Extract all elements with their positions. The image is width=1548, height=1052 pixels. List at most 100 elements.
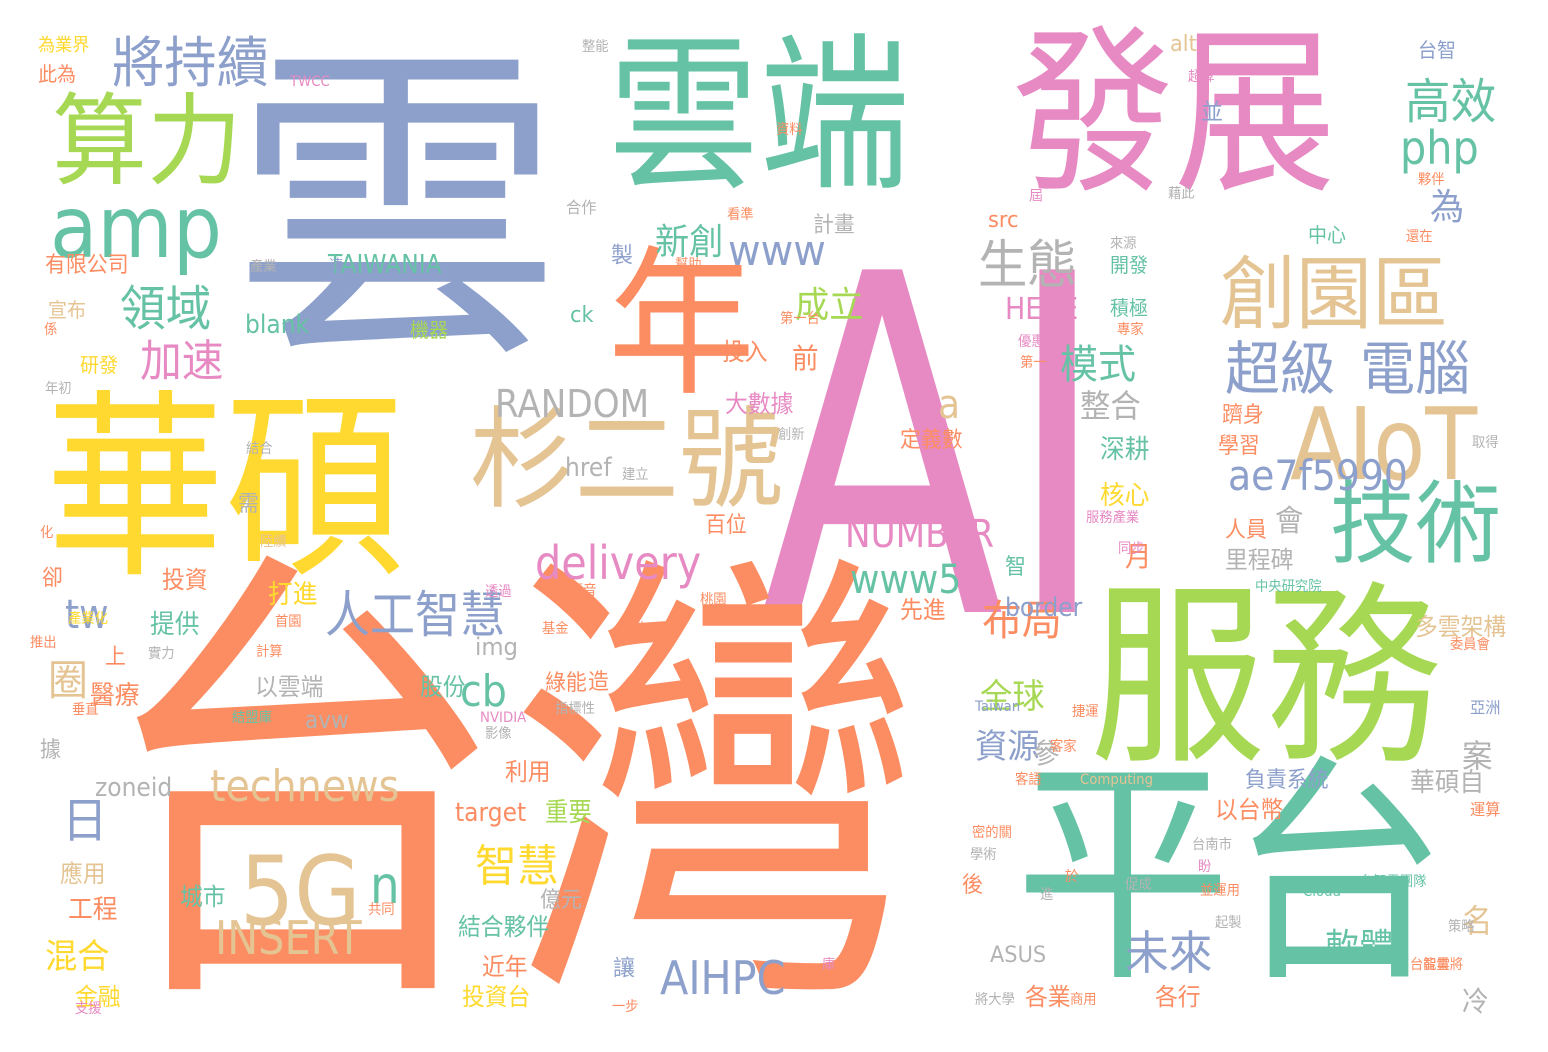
word-cjk-3: 雲端: [608, 18, 911, 214]
word-cjk-156: 桃園: [700, 592, 727, 608]
word-ai: AI: [760, 176, 1110, 723]
word-cjk-112: 會: [1275, 504, 1304, 539]
word-zoneid: zoneid: [95, 773, 173, 803]
word-cjk-27: 加速: [140, 336, 224, 387]
word-cjk-74: 結合夥伴: [458, 913, 550, 941]
word-cjk-181: 進: [1040, 887, 1054, 903]
word-cjk-119: 卻: [42, 566, 63, 591]
word-cjk-96: 研發: [80, 353, 118, 377]
word-cjk-167: 結盟庫: [232, 710, 272, 726]
word-php: php: [1400, 121, 1479, 175]
word-cjk-80: 金融: [75, 983, 121, 1011]
word-cjk-70: 醫療: [90, 681, 140, 711]
word-cjk-120: 需: [238, 492, 259, 517]
word-cjk-79: 工程: [68, 895, 118, 925]
word-cjk-188: 台智雲將: [1410, 957, 1464, 973]
word-cjk-44: 日: [62, 793, 108, 849]
word-cjk-16: 超級: [1225, 335, 1336, 403]
word-avw: avw: [305, 706, 349, 734]
word-insert: INSERT: [215, 911, 362, 965]
word-cjk-11: 技術: [1330, 472, 1501, 577]
word-cjk-49: 整合: [1080, 387, 1141, 425]
word-cjk-39: 成立: [795, 285, 864, 326]
word-cjk-17: 電腦: [1360, 335, 1471, 403]
word-random: RANDOM: [495, 382, 650, 426]
word-cjk-126: 學習: [1218, 434, 1260, 459]
word-cjk-154: 語音: [570, 583, 597, 599]
word-cjk-34: 新創: [655, 222, 724, 263]
word-ck: ck: [570, 303, 594, 328]
word-cjk-100: 計畫: [813, 213, 855, 238]
word-cjk-155: 科技: [620, 621, 647, 637]
word-alt: alt: [1170, 32, 1197, 57]
word-cjk-4: 發展: [1012, 10, 1337, 219]
word-nvidia: NVIDIA: [480, 710, 527, 726]
word-cjk-101: 製: [607, 243, 632, 265]
word-cjk-6: 服務: [1090, 564, 1441, 791]
word-cjk-164: 化: [40, 525, 54, 541]
word-a: a: [938, 382, 961, 428]
word-cjk-131: 資料: [776, 122, 803, 138]
word-cjk-63: 深耕: [1100, 435, 1150, 465]
word-cjk-113: 案: [1462, 737, 1493, 775]
word-computing: Computing: [1080, 772, 1154, 788]
word-cjk-123: 讓: [609, 956, 634, 978]
word-cjk-117: 後: [962, 873, 983, 898]
word-cjk-171: 捷運: [1072, 704, 1099, 720]
word-cjk-189: 庫: [822, 957, 836, 973]
word-cjk-22: 人工智慧: [325, 586, 505, 644]
word-cjk-141: 藉此: [1168, 186, 1195, 202]
word-cjk-185: 台智雲團隊: [1360, 874, 1427, 890]
word-cjk-198: 係: [44, 322, 58, 338]
word-cjk-25: 生態: [978, 236, 1077, 296]
word-delivery: delivery: [535, 536, 702, 590]
word-cjk-139: 優惠: [1018, 334, 1045, 350]
word-cjk-66: 月: [1125, 540, 1152, 573]
word-cjk-183: 並運用: [1200, 883, 1240, 899]
word-cjk-192: 商用: [1070, 992, 1097, 1008]
word-cjk-124: 據: [40, 738, 61, 763]
word-asus: ASUS: [990, 943, 1047, 968]
word-cjk-177: 台南市: [1192, 837, 1232, 853]
word-cjk-135: 速: [327, 257, 343, 271]
word-cjk-97: 此為: [38, 62, 76, 86]
word-cjk-165: 陸續: [260, 534, 287, 550]
word-cjk-103: 中心: [1308, 223, 1346, 247]
word-cjk-129: 運算: [1470, 800, 1501, 819]
word-cjk-90: 億元: [540, 888, 582, 913]
word-cjk-191: 將大學: [975, 992, 1015, 1008]
word-5g: 5G: [240, 837, 361, 947]
word-aiot: AIoT: [1290, 386, 1478, 503]
word-cjk-151: 同步: [1118, 541, 1145, 557]
word-cjk-69: 提供: [150, 610, 200, 640]
word-cb: cb: [460, 666, 507, 717]
word-cjk-28: 高效: [1405, 74, 1497, 130]
word-cjk-87: 各業: [1025, 983, 1071, 1011]
word-cjk-128: 亞洲: [1470, 698, 1501, 717]
word-img: img: [475, 633, 519, 661]
word-cjk-125: 綠能: [545, 671, 587, 696]
word-cjk-91: 利用: [505, 758, 551, 786]
word-cjk-37: 智慧: [475, 841, 559, 892]
word-www5: www5: [850, 557, 962, 603]
word-cjk-9: 杉二號: [470, 396, 784, 524]
word-cjk-175: 中央研究院: [1255, 579, 1322, 595]
word-cjk-163: 產業化: [68, 611, 108, 627]
word-cjk-86: 人員: [1225, 518, 1267, 543]
word-src: src: [988, 208, 1019, 233]
word-cjk-146: 整能: [582, 39, 609, 55]
word-cjk-114: 名: [1462, 902, 1493, 940]
word-target: target: [455, 798, 527, 828]
word-twcc: TWCC: [290, 74, 330, 90]
word-cjk-62: 定義數: [900, 428, 963, 453]
word-cjk-162: 推出: [30, 635, 57, 651]
word-cjk-94: 有限公司: [45, 253, 129, 278]
word-cjk-182: 促成: [1125, 877, 1152, 893]
word-cjk-180: 於: [1065, 869, 1079, 885]
word-cjk-178: 密的關: [972, 825, 1012, 841]
word-cjk-149: 建立: [622, 467, 649, 483]
word-cjk-82: 以台幣: [1215, 796, 1284, 824]
word-cjk-2: 台灣: [95, 516, 923, 1052]
word-cjk-199: 盼: [1198, 859, 1212, 875]
word-cjk-88: 各行: [1155, 983, 1201, 1011]
